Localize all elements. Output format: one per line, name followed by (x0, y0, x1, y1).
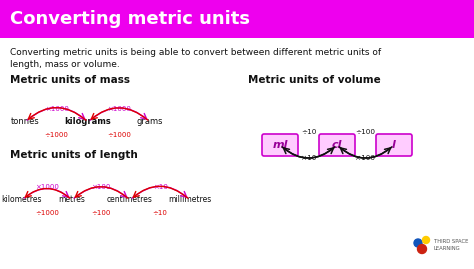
Text: Converting metric units: Converting metric units (10, 10, 250, 28)
Text: Metric units of mass: Metric units of mass (10, 75, 130, 85)
Text: Metric units of volume: Metric units of volume (248, 75, 381, 85)
Text: ÷1000: ÷1000 (107, 132, 131, 138)
Bar (0, 0, 474, 38)
Circle shape (414, 239, 422, 247)
FancyBboxPatch shape (262, 134, 298, 156)
Text: ×1000: ×1000 (45, 106, 68, 112)
Text: cl: cl (332, 140, 342, 150)
Text: ÷100: ÷100 (356, 129, 375, 135)
Text: ÷10: ÷10 (301, 129, 316, 135)
Text: ×100: ×100 (91, 184, 111, 190)
Text: centimetres: centimetres (107, 196, 153, 204)
Text: kilograms: kilograms (64, 118, 111, 126)
Text: grams: grams (137, 118, 163, 126)
Text: ×10: ×10 (301, 155, 316, 161)
Text: ×1000: ×1000 (35, 184, 59, 190)
Text: millimetres: millimetres (168, 196, 211, 204)
FancyBboxPatch shape (376, 134, 412, 156)
Text: tonnes: tonnes (10, 118, 39, 126)
Text: kilometres: kilometres (2, 196, 42, 204)
Text: ÷10: ÷10 (153, 210, 167, 216)
Text: ÷1000: ÷1000 (45, 132, 68, 138)
Text: ml: ml (272, 140, 288, 150)
Text: ×100: ×100 (356, 155, 375, 161)
Text: Converting metric units is being able to convert between different metric units : Converting metric units is being able to… (10, 48, 381, 57)
Text: l: l (392, 140, 396, 150)
Text: ÷100: ÷100 (91, 210, 111, 216)
Circle shape (422, 236, 429, 243)
Text: metres: metres (59, 196, 85, 204)
Text: ×10: ×10 (153, 184, 167, 190)
Text: length, mass or volume.: length, mass or volume. (10, 60, 120, 69)
Text: THIRD SPACE
LEARNING: THIRD SPACE LEARNING (434, 239, 468, 251)
FancyBboxPatch shape (319, 134, 355, 156)
Text: ÷1000: ÷1000 (35, 210, 59, 216)
Text: ×1000: ×1000 (107, 106, 131, 112)
Circle shape (418, 245, 427, 253)
Text: Metric units of length: Metric units of length (10, 150, 138, 160)
